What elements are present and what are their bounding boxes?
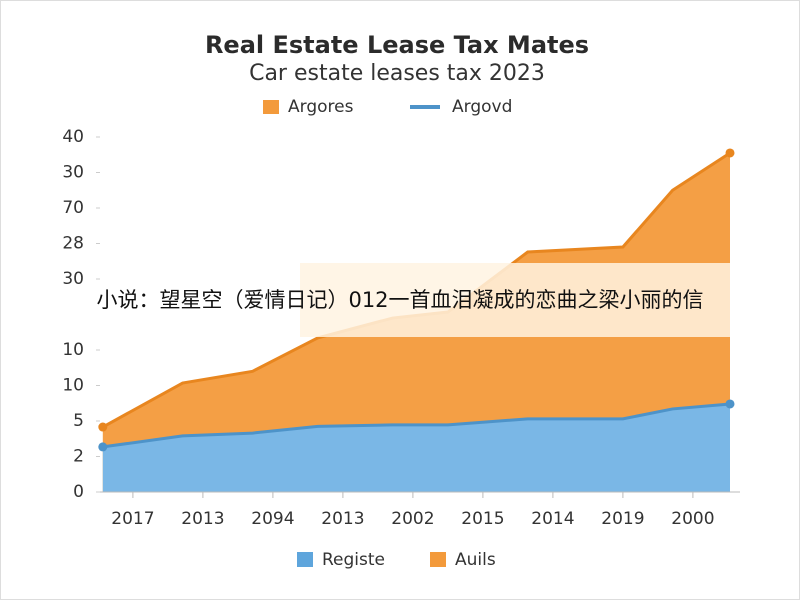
x-tick-label: 2015 <box>461 509 504 529</box>
area <box>102 403 731 492</box>
legend-label: Auils <box>455 550 496 570</box>
overlay-band <box>300 263 730 337</box>
chart-title: Real Estate Lease Tax Mates <box>205 31 589 59</box>
legend-swatch <box>297 552 313 567</box>
legend-swatch <box>430 552 446 567</box>
x-tick-label: 2014 <box>531 509 574 529</box>
y-tick-label: 10 <box>62 340 84 360</box>
x-tick-label: 2094 <box>251 509 294 529</box>
x-tick-label: 2013 <box>321 509 364 529</box>
point <box>725 399 735 409</box>
legend-label: Argores <box>288 97 354 117</box>
overlay-text: 小说：望星空（爱情日记）012一首血泪凝成的恋曲之梁小丽的信 <box>96 288 703 312</box>
x-tick-label: 2017 <box>111 509 154 529</box>
y-tick-label: 0 <box>73 482 84 502</box>
x-tick-label: 2000 <box>671 509 714 529</box>
y-tick-label: 70 <box>62 198 84 218</box>
y-tick-label: 5 <box>73 411 84 431</box>
chart-subtitle: Car estate leases tax 2023 <box>249 61 545 86</box>
line <box>102 402 731 449</box>
y-tick-label: 10 <box>62 376 84 396</box>
point <box>98 442 108 452</box>
x-tick-label: 2019 <box>601 509 644 529</box>
point <box>725 148 735 158</box>
point <box>98 422 108 432</box>
x-tick-label: 2013 <box>181 509 224 529</box>
y-tick-label: 30 <box>62 269 84 289</box>
legend-swatch <box>263 100 279 114</box>
y-tick-label: 28 <box>62 234 84 254</box>
legend-label: Argovd <box>452 97 512 117</box>
x-tick-label: 2002 <box>391 509 434 529</box>
y-tick-label: 30 <box>62 163 84 183</box>
legend-label: Registe <box>322 550 385 570</box>
y-tick-label: 2 <box>73 447 84 467</box>
y-tick-label: 40 <box>62 127 84 147</box>
